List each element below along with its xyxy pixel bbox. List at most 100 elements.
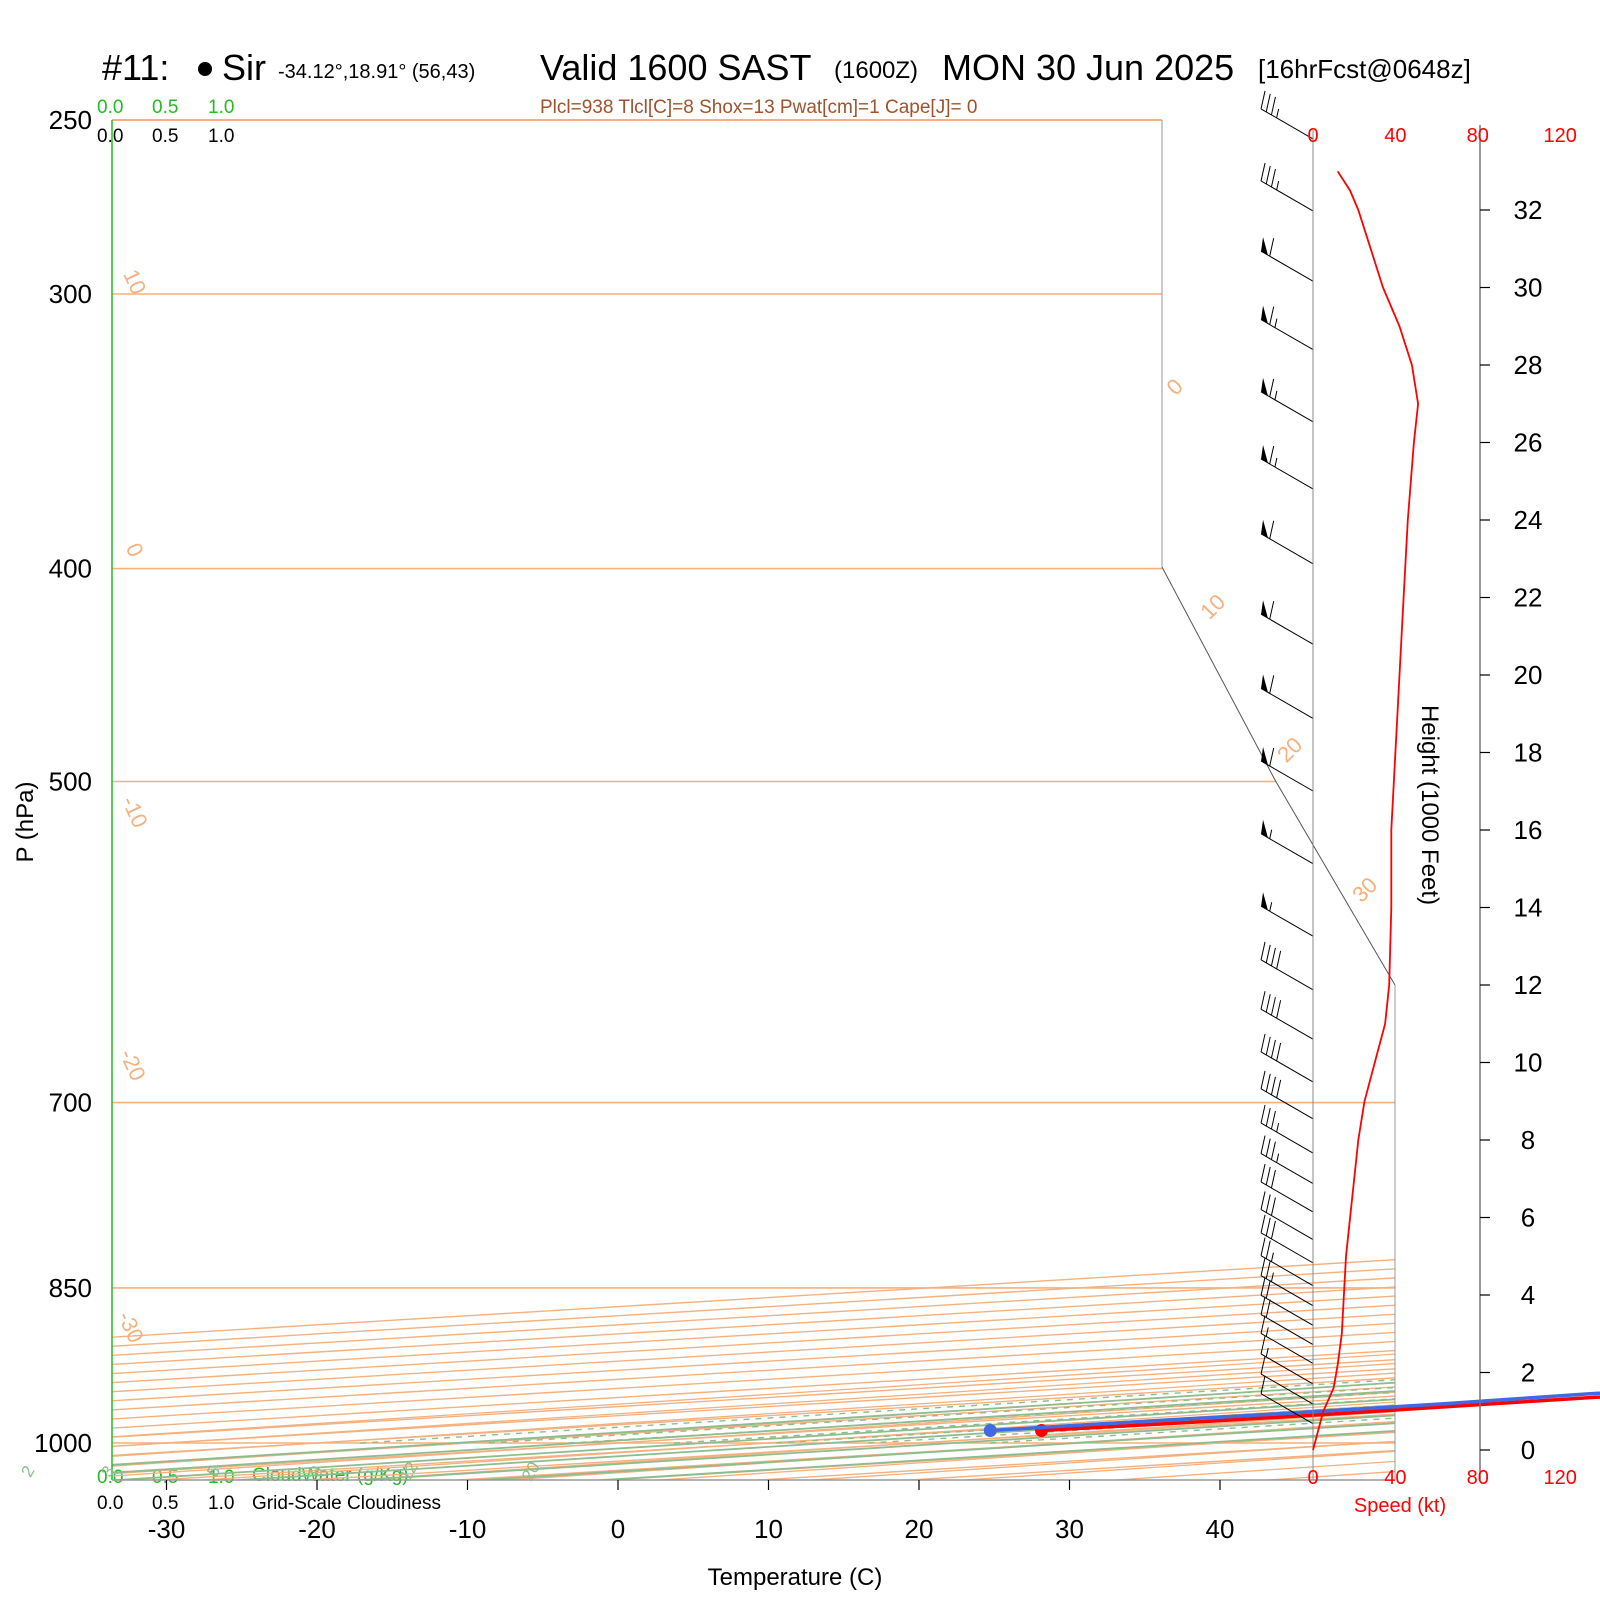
barb-full	[1269, 378, 1275, 397]
speed-axis-label: Speed (kt)	[1354, 1495, 1446, 1517]
barb-flag	[1261, 892, 1268, 911]
bottom-black-0: 0.0	[97, 1493, 123, 1514]
wind-barb	[1260, 162, 1314, 212]
wind-barb	[1260, 746, 1314, 792]
barb-flag	[1261, 519, 1268, 538]
mixing-ratio-line	[488, 567, 1395, 1444]
barb-staff	[1260, 1275, 1314, 1307]
isotherm-label: 0	[1162, 374, 1188, 400]
isotherm-line	[112, 120, 1395, 1480]
barb-full	[1260, 1135, 1266, 1154]
barb-staff	[1260, 1181, 1314, 1213]
wind-barb	[1260, 1296, 1314, 1346]
barb-half	[1269, 829, 1273, 839]
barb-staff	[1260, 458, 1314, 490]
wind-barb	[1260, 892, 1314, 937]
height-tick-label: 18	[1514, 738, 1543, 768]
pressure-tick-label: 300	[49, 279, 92, 309]
dry-adiabat-line	[112, 120, 1395, 1480]
plot-frame	[111, 119, 1396, 1481]
wind-barb	[1260, 819, 1314, 865]
bottom-black-1: 0.5	[152, 1493, 178, 1514]
background-lines	[112, 120, 1600, 1490]
x-axis-label: Temperature (C)	[708, 1564, 883, 1591]
barb-full	[1260, 991, 1266, 1010]
x-tick-label: -30	[148, 1514, 186, 1544]
height-tick-label: 2	[1521, 1358, 1535, 1388]
moist-adiabat-line	[328, 120, 1395, 1480]
barb-flag	[1261, 746, 1268, 765]
speed-tick-label: 0	[1307, 125, 1318, 147]
pressure-axis-ticks: 250 300 400 500 700 850 1000	[34, 105, 92, 1458]
barb-staff	[1260, 1393, 1314, 1425]
barb-staff	[1260, 613, 1314, 645]
barb-staff	[1260, 1209, 1314, 1240]
barb-full	[1260, 1163, 1266, 1183]
wind-speed-profile	[1312, 170, 1420, 1451]
isotherm-line	[750, 120, 1395, 1480]
barb-staff	[1260, 1122, 1314, 1154]
barb-full	[1265, 1166, 1271, 1186]
isotherm-line	[112, 120, 1395, 1480]
barb-staff	[1260, 1051, 1314, 1083]
wind-barb	[1260, 1375, 1314, 1425]
barb-staff	[1260, 250, 1314, 282]
temperature-line	[1041, 1395, 1600, 1433]
isotherm-line	[112, 120, 1395, 1480]
speed-tick-label: 80	[1467, 125, 1489, 147]
station-id: #11:	[102, 47, 169, 88]
barb-staff	[1260, 1353, 1314, 1385]
top-green-1: 0.5	[152, 97, 178, 118]
barb-staff	[1260, 1232, 1314, 1264]
isotherm-line	[112, 120, 1395, 1480]
speed-tick-label: 0	[1307, 1467, 1318, 1489]
height-tick-label: 4	[1521, 1280, 1535, 1310]
barb-staff	[1260, 533, 1314, 565]
speed-tick-label: 40	[1384, 1467, 1406, 1489]
barb-staff	[1260, 1314, 1314, 1346]
dry-adiabat-line	[1431, 120, 1600, 1490]
barb-half	[1276, 1153, 1280, 1163]
barb-half	[1265, 1327, 1269, 1337]
height-tick-label: 0	[1521, 1435, 1535, 1465]
isotherm-line	[599, 120, 1395, 1480]
height-tick-label: 12	[1514, 970, 1543, 1000]
barb-half	[1265, 1347, 1269, 1358]
dry-adiabat-line	[1584, 120, 1600, 1490]
wind-barb	[1260, 444, 1314, 490]
wind-barb	[1260, 1163, 1314, 1213]
barb-full	[1260, 1191, 1266, 1210]
top-green-2: 1.0	[208, 97, 234, 118]
barb-flag	[1261, 444, 1268, 463]
wind-barb	[1260, 305, 1314, 351]
barb-flag	[1261, 305, 1268, 324]
x-tick-label: 0	[611, 1514, 625, 1544]
barb-staff	[1260, 319, 1314, 351]
barb-full	[1276, 950, 1282, 969]
barb-half	[1274, 390, 1278, 400]
barb-full	[1269, 675, 1275, 694]
barb-staff	[1260, 1008, 1314, 1040]
isotherm-label: 0	[121, 539, 149, 561]
height-tick-label: 26	[1514, 428, 1543, 458]
top-green-0: 0.0	[97, 97, 123, 118]
barb-full	[1260, 1296, 1266, 1315]
barb-full	[1260, 1315, 1266, 1334]
isotherm-line	[112, 120, 1395, 1480]
wind-barb	[1260, 941, 1314, 991]
isotherm-label: -30	[113, 1307, 149, 1346]
wind-barb	[1260, 991, 1314, 1040]
barb-full	[1269, 747, 1275, 767]
speed-line	[1312, 170, 1420, 1451]
barb-full	[1265, 1299, 1271, 1318]
height-tick-label: 10	[1514, 1048, 1543, 1078]
dry-adiabat-line	[112, 120, 1395, 1480]
isotherm-label: 10	[1195, 589, 1230, 624]
barb-flag	[1261, 674, 1268, 693]
barb-half	[1276, 108, 1280, 119]
barb-staff	[1260, 687, 1314, 719]
height-tick-label: 32	[1514, 195, 1543, 225]
